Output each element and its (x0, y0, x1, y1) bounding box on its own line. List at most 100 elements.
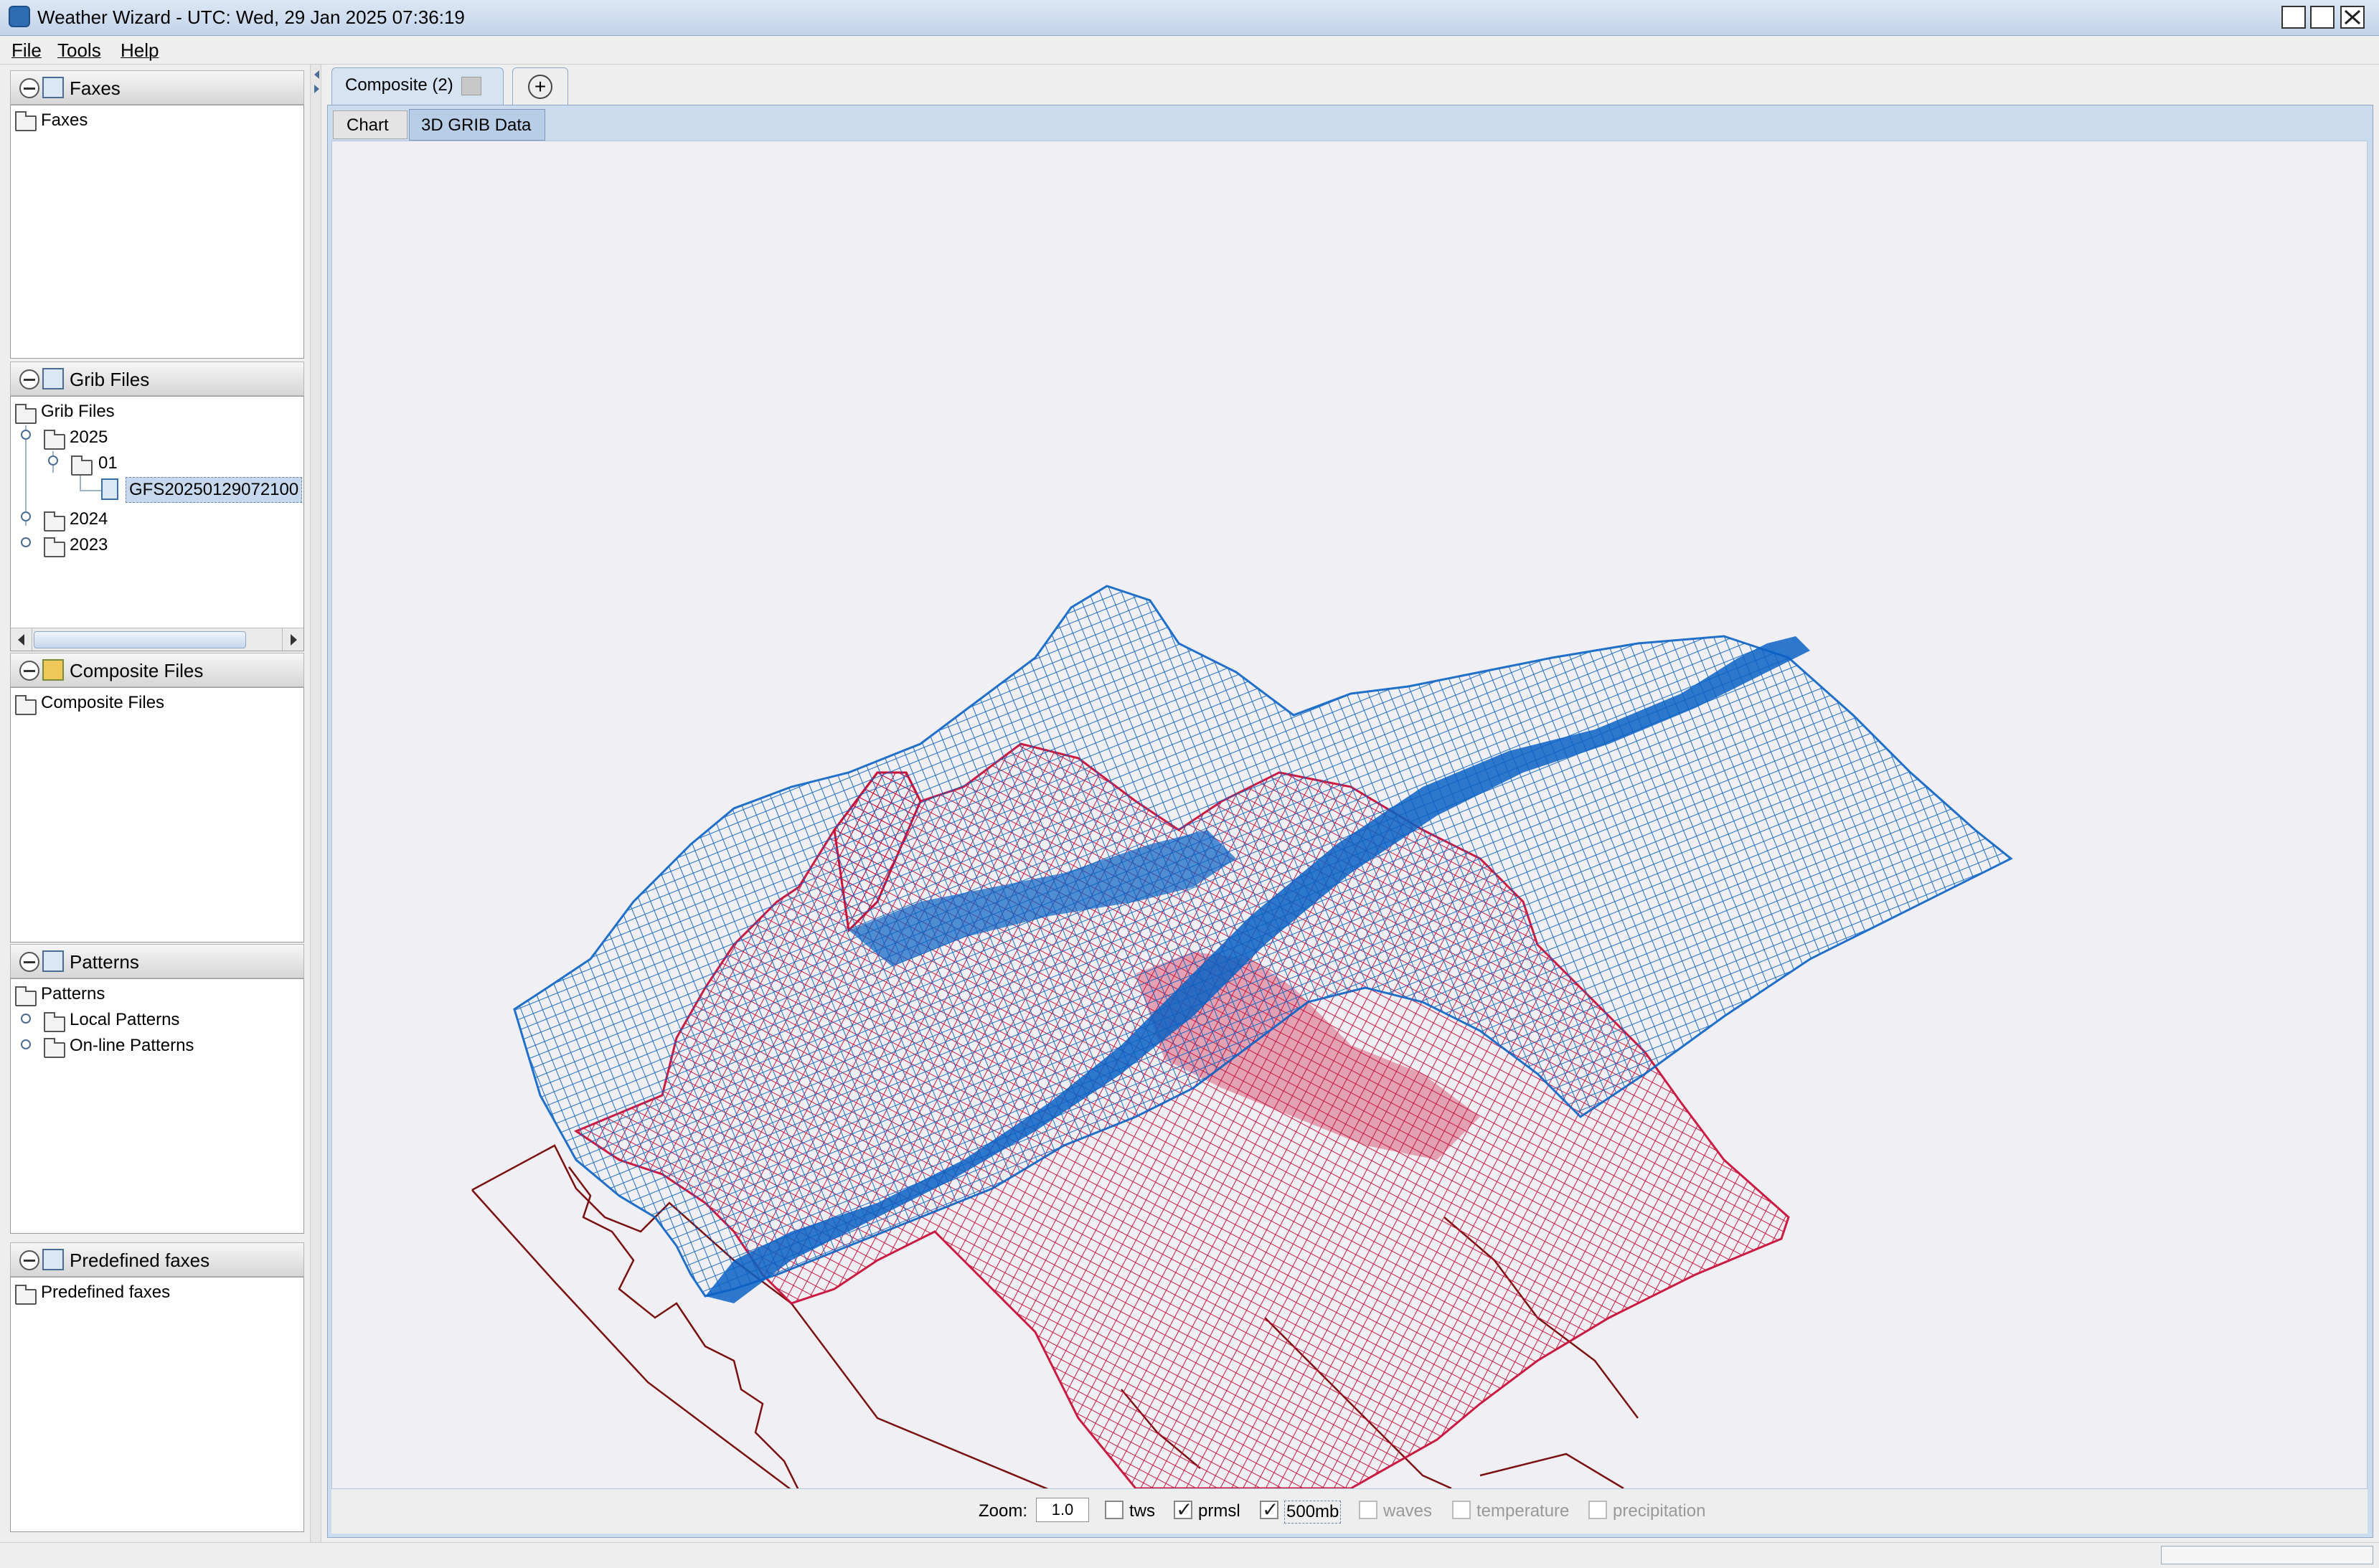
grib-3d-canvas[interactable] (332, 141, 2367, 1488)
expander-local-patterns-icon[interactable] (21, 1014, 31, 1024)
fax-icon (42, 77, 64, 98)
folder-icon (15, 986, 37, 1006)
folder-icon (44, 1012, 65, 1032)
tws-checkbox[interactable] (1105, 1501, 1123, 1519)
grib-3d-view[interactable] (331, 141, 2368, 1489)
tree-line (80, 476, 81, 491)
tab-composite-label: Composite (2) (345, 75, 453, 95)
waves-checkbox[interactable] (1359, 1501, 1377, 1519)
collapse-composite-button[interactable] (19, 661, 39, 681)
folder-icon (15, 404, 37, 424)
tree-item-faxes[interactable]: Faxes (41, 110, 88, 130)
tree-item-2024[interactable]: 2024 (70, 509, 108, 529)
window-title: Weather Wizard - UTC: Wed, 29 Jan 2025 0… (37, 6, 465, 28)
tree-item-online-patterns[interactable]: On-line Patterns (70, 1036, 194, 1055)
tree-item-2023[interactable]: 2023 (70, 535, 108, 554)
expander-2024-icon[interactable] (21, 511, 31, 521)
tree-item-grib-root[interactable]: Grib Files (41, 402, 115, 421)
composite-panel-title: Composite Files (70, 660, 204, 681)
menu-tools[interactable]: Tools (57, 39, 101, 61)
folder-icon (15, 695, 37, 715)
menu-file[interactable]: File (11, 39, 42, 61)
menu-bar: File Tools Help (0, 36, 2379, 65)
500mb-checkbox[interactable] (1260, 1498, 1278, 1521)
tree-item-predefined-root[interactable]: Predefined faxes (41, 1283, 171, 1302)
folder-icon (15, 111, 37, 131)
tab-composite[interactable]: Composite (2) (331, 67, 504, 105)
add-tab-label: + (534, 75, 547, 98)
zoom-input[interactable] (1036, 1498, 1089, 1522)
precipitation-label: precipitation (1613, 1501, 1706, 1521)
expander-online-patterns-icon[interactable] (21, 1039, 31, 1049)
patterns-panel-title: Patterns (70, 951, 139, 973)
close-icon[interactable] (2340, 6, 2365, 29)
expander-2025-icon[interactable] (21, 430, 31, 440)
scroll-left-icon[interactable] (11, 628, 32, 651)
status-bar (0, 1542, 2379, 1568)
title-bar: Weather Wizard - UTC: Wed, 29 Jan 2025 0… (0, 0, 2379, 36)
collapse-predefined-button[interactable] (19, 1250, 39, 1270)
tab-add[interactable]: + (512, 67, 568, 105)
subtab-3d-grib[interactable]: 3D GRIB Data (409, 109, 545, 141)
maximize-icon[interactable] (2310, 6, 2335, 29)
expander-2023-icon[interactable] (21, 537, 31, 547)
expander-01-icon[interactable] (48, 455, 58, 466)
scroll-thumb[interactable] (34, 631, 246, 648)
predefined-panel-header: Predefined faxes (10, 1242, 304, 1277)
menu-help[interactable]: Help (121, 39, 159, 61)
main-tab-strip (324, 65, 2373, 105)
tws-label: tws (1129, 1501, 1155, 1521)
folder-icon (44, 1038, 65, 1058)
predefined-tree: Predefined faxes (10, 1277, 304, 1532)
500mb-surface (513, 585, 2013, 1303)
minimize-icon[interactable] (2281, 6, 2306, 29)
prmsl-checkbox[interactable] (1174, 1498, 1192, 1521)
zoom-label: Zoom: (979, 1501, 1028, 1521)
collapse-faxes-button[interactable] (19, 78, 39, 98)
predefined-panel-title: Predefined faxes (70, 1250, 210, 1271)
tree-item-composite-root[interactable]: Composite Files (41, 693, 165, 712)
collapse-grib-button[interactable] (19, 369, 39, 389)
grib-panel-title: Grib Files (70, 369, 150, 390)
tree-item-2025[interactable]: 2025 (70, 428, 108, 447)
collapse-patterns-button[interactable] (19, 952, 39, 972)
pattern-icon (42, 950, 64, 972)
tree-item-grib-file[interactable]: GFS20250129072100 (126, 477, 303, 503)
faxes-tree: Faxes (10, 105, 304, 359)
subtab-3d-grib-label: 3D GRIB Data (421, 115, 532, 135)
add-tab-icon[interactable]: + (528, 75, 552, 99)
tree-item-patterns-root[interactable]: Patterns (41, 984, 105, 1003)
app-icon (9, 6, 30, 27)
temperature-label: temperature (1476, 1501, 1570, 1521)
tree-line (25, 425, 27, 526)
folder-icon (44, 511, 65, 532)
folder-icon (71, 455, 93, 476)
controls-bar (331, 1489, 2368, 1534)
precipitation-checkbox[interactable] (1588, 1501, 1607, 1519)
grib-file-icon (42, 368, 64, 389)
splitter-arrows-icon[interactable] (311, 67, 322, 96)
folder-icon (15, 1285, 37, 1305)
patterns-panel-header: Patterns (10, 944, 304, 978)
scroll-right-icon[interactable] (282, 628, 303, 651)
tree-item-local-patterns[interactable]: Local Patterns (70, 1010, 180, 1029)
500mb-label: 500mb (1284, 1501, 1342, 1524)
patterns-tree: Patterns Local Patterns On-line Patterns (10, 978, 304, 1234)
grib-tree: Grib Files 2025 01 GFS20250129072100 202… (10, 396, 304, 651)
faxes-panel-header: Faxes (10, 70, 304, 105)
waves-label: waves (1383, 1501, 1433, 1521)
folder-icon (44, 537, 65, 557)
temperature-checkbox[interactable] (1452, 1501, 1471, 1519)
faxes-panel-title: Faxes (70, 77, 121, 99)
splitter[interactable] (310, 65, 321, 1542)
status-progress (2161, 1546, 2373, 1564)
composite-chart-icon (42, 659, 64, 681)
tree-item-01[interactable]: 01 (98, 453, 118, 473)
tree-line (80, 490, 101, 491)
predefined-fax-icon (42, 1249, 64, 1270)
tab-close-icon[interactable] (461, 77, 481, 95)
subtab-chart-label: Chart (347, 115, 389, 135)
composite-tree: Composite Files (10, 687, 304, 943)
subtab-chart[interactable]: Chart (333, 110, 408, 139)
grib-tree-scrollbar[interactable] (11, 628, 303, 651)
